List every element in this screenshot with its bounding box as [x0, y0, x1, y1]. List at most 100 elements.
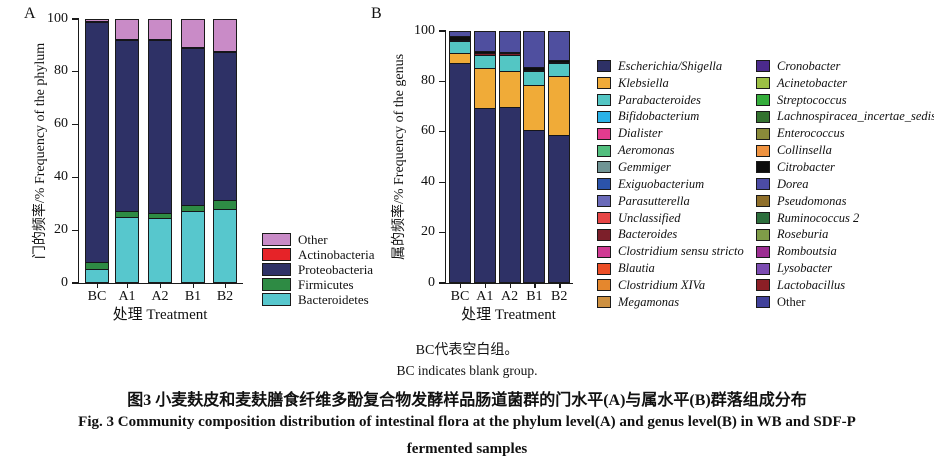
bar-b1	[523, 31, 546, 283]
segment-other-a1	[474, 32, 495, 51]
legend-swatch-other	[262, 233, 291, 246]
legend-label: Aeromonas	[618, 143, 675, 158]
bar-b1	[181, 19, 205, 283]
y-tick-label: 80	[54, 63, 68, 79]
bar-a1	[473, 31, 496, 283]
y-tick-label: 80	[421, 72, 435, 88]
bar-a2	[498, 31, 521, 283]
x-category-label-bc: BC	[87, 289, 107, 304]
legend-item-klebsiella: Klebsiella	[597, 75, 744, 92]
segment-klebsiella-a1	[474, 68, 495, 109]
y-tick-label: 60	[421, 123, 435, 139]
x-tick-mark	[160, 283, 162, 288]
segment-proteobacteria-b1	[182, 47, 204, 205]
segment-parabacteroides-a1	[474, 54, 495, 69]
legend-label: Lactobacillus	[777, 277, 846, 292]
segment-bacteroides-b1	[524, 69, 545, 71]
legend-label: Enterococcus	[777, 126, 845, 141]
legend-label: Megamonas	[618, 294, 680, 309]
segment-actinobacteria-a1	[116, 38, 138, 40]
legend-item-cronobacter: Cronobacter	[756, 58, 934, 75]
legend-label: Exiguobacterium	[618, 176, 705, 191]
legend-item-clostridium-xiva: Clostridium XIVa	[597, 277, 744, 294]
segment-escherichia-shigella-b1	[524, 129, 545, 282]
y-tick-mark	[439, 231, 446, 234]
legend-item-gemmiger: Gemmiger	[597, 159, 744, 176]
caption-title-en-line1: Fig. 3 Community composition distributio…	[78, 414, 856, 430]
legend-item-roseburia: Roseburia	[756, 226, 934, 243]
x-tick-mark	[127, 283, 129, 288]
y-tick-mark	[72, 71, 79, 73]
legend-item-bacteroidetes: Bacteroidetes	[262, 292, 375, 307]
legend-swatch-citrobacter	[756, 161, 770, 174]
x-category-label-a2: A2	[151, 289, 169, 304]
legend-swatch-klebsiella	[597, 77, 611, 90]
legend-item-other: Other	[756, 294, 934, 311]
legend-swatch-firmicutes	[262, 278, 291, 291]
legend-label: Bifidobacterium	[618, 109, 700, 124]
x-tick-mark	[193, 283, 195, 288]
legend-label: Escherichia/Shigella	[618, 58, 723, 73]
segment-citrobacter-bc	[450, 35, 470, 40]
legend-swatch-lysobacter	[756, 262, 770, 275]
legend-swatch-bacteroidetes	[262, 293, 291, 306]
legend-swatch-cronobacter	[756, 60, 770, 73]
legend-label: Lachnospiracea_incertae_sedis	[777, 109, 934, 124]
x-category-label-bc: BC	[450, 289, 470, 304]
legend-swatch-proteobacteria	[262, 263, 291, 276]
panel-b-x-axis-label: 处理 Treatment	[461, 307, 556, 323]
legend-swatch-dialister	[597, 127, 611, 140]
legend-swatch-lachnospiracea-incertae-sedis	[756, 110, 770, 123]
legend-swatch-exiguobacterium	[597, 178, 611, 191]
segment-escherichia-shigella-a2	[499, 107, 520, 282]
legend-label: Dialister	[618, 126, 663, 141]
legend-item-pseudomonas: Pseudomonas	[756, 193, 934, 210]
segment-other-a1	[116, 20, 138, 39]
x-category-label-a1: A1	[118, 289, 136, 304]
legend-label: Gemmiger	[618, 159, 671, 174]
segment-bacteroidetes-b1	[182, 211, 204, 283]
genus-legend-column-1: Escherichia/Shigella Klebsiella Parabacter…	[597, 58, 744, 311]
x-category-label-b1: B1	[526, 289, 543, 304]
legend-swatch-gemmiger	[597, 161, 611, 174]
legend-item-romboutsia: Romboutsia	[756, 243, 934, 260]
segment-actinobacteria-bc	[86, 20, 108, 22]
segment-parabacteroides-a2	[499, 54, 520, 71]
legend-item-blautia: Blautia	[597, 260, 744, 277]
segment-firmicutes-a2	[149, 212, 171, 218]
legend-item-clostridium-sensu-stricto: Clostridium sensu stricto	[597, 243, 744, 260]
segment-other-b1	[182, 20, 204, 47]
bar-bc	[85, 19, 109, 283]
legend-label: Lysobacter	[777, 261, 833, 276]
legend-label: Dorea	[777, 176, 809, 191]
panel-a-y-axis-label: 门的频率/% Frequency of the phylum	[33, 42, 48, 260]
legend-label: Proteobacteria	[298, 261, 374, 277]
legend-label: Other	[777, 294, 806, 309]
y-tick-mark	[72, 18, 79, 20]
x-category-label-a2: A2	[501, 289, 519, 304]
segment-escherichia-shigella-b2	[549, 134, 570, 282]
phylum-legend: Other Actinobacteria Proteobacteria Firmicu…	[262, 232, 375, 307]
legend-item-bifidobacterium: Bifidobacterium	[597, 109, 744, 126]
phylum-stacked-bar-chart: 0 20 40 60 80 100 BC A1 A2 B1 B2	[47, 11, 243, 304]
segment-proteobacteria-bc	[86, 21, 108, 263]
legend-swatch-parabacteroides	[597, 94, 611, 107]
bar-b2	[213, 19, 237, 283]
legend-label: Roseburia	[777, 227, 829, 242]
y-tick-label: 0	[61, 274, 68, 290]
segment-parabacteroides-b1	[524, 70, 545, 85]
y-tick-mark	[72, 282, 79, 284]
legend-label: Cronobacter	[777, 58, 841, 73]
y-tick-label: 0	[428, 274, 435, 290]
caption-title-cn: 图3 小麦麸皮和麦麸膳食纤维多酚复合物发酵样品肠道菌群的门水平(A)与属水平(B…	[127, 392, 807, 409]
legend-swatch-lactobacillus	[756, 279, 770, 292]
segment-bacteroides-b2	[549, 62, 570, 64]
segment-bacteroidetes-b2	[214, 208, 236, 283]
caption-note-en: BC indicates blank group.	[396, 363, 538, 378]
legend-item-megamonas: Megamonas	[597, 294, 744, 311]
genus-legend-column-2: Cronobacter Acinetobacter Streptococcus Lac…	[756, 58, 934, 311]
segment-other-a2	[499, 32, 520, 52]
legend-label: Bacteroides	[618, 227, 678, 242]
legend-item-parasutterella: Parasutterella	[597, 193, 744, 210]
segment-actinobacteria-b2	[214, 51, 236, 53]
